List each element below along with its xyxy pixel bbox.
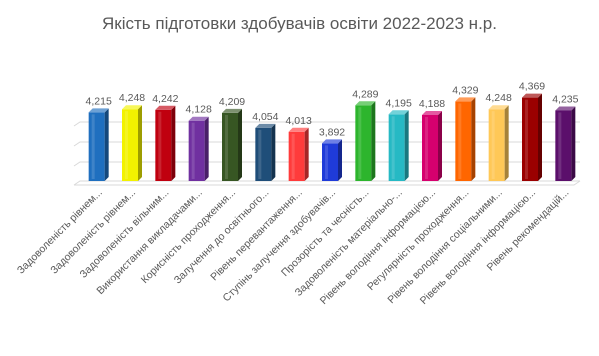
value-label: 4,369 — [519, 81, 545, 93]
value-label: 4,235 — [552, 93, 578, 105]
bar — [222, 108, 242, 181]
gridline — [73, 141, 580, 147]
bar — [155, 105, 176, 181]
value-label: 4,248 — [486, 92, 512, 104]
bar — [488, 105, 509, 181]
value-label: 4,188 — [419, 98, 445, 110]
bar — [388, 110, 409, 181]
bar — [88, 108, 109, 181]
value-label: 4,248 — [119, 92, 145, 104]
bar — [522, 93, 542, 181]
bar — [288, 127, 309, 181]
bar — [555, 106, 576, 181]
bar — [188, 116, 209, 181]
bars-layer — [88, 93, 576, 181]
value-label: 4,215 — [86, 95, 112, 107]
value-label: 4,054 — [252, 111, 278, 123]
value-label: 4,013 — [286, 115, 312, 127]
value-label: 3,892 — [319, 126, 345, 138]
value-label: 4,289 — [352, 88, 378, 100]
value-label: 4,209 — [219, 96, 245, 108]
grid-layer — [73, 121, 581, 186]
chart-title: Якість підготовки здобувачів освіти 2022… — [102, 14, 497, 33]
gridline — [73, 180, 580, 186]
bar — [355, 101, 376, 181]
value-label: 4,195 — [386, 97, 412, 109]
chart-floor — [74, 180, 581, 186]
bar — [122, 105, 142, 181]
value-label: 4,329 — [452, 84, 478, 96]
bar — [322, 139, 342, 181]
gridline — [73, 161, 580, 167]
bar — [455, 97, 476, 181]
value-label: 4,242 — [152, 93, 178, 105]
value-label: 4,128 — [186, 104, 212, 116]
bar — [422, 110, 442, 181]
gridline — [73, 121, 580, 127]
bar — [255, 123, 276, 181]
